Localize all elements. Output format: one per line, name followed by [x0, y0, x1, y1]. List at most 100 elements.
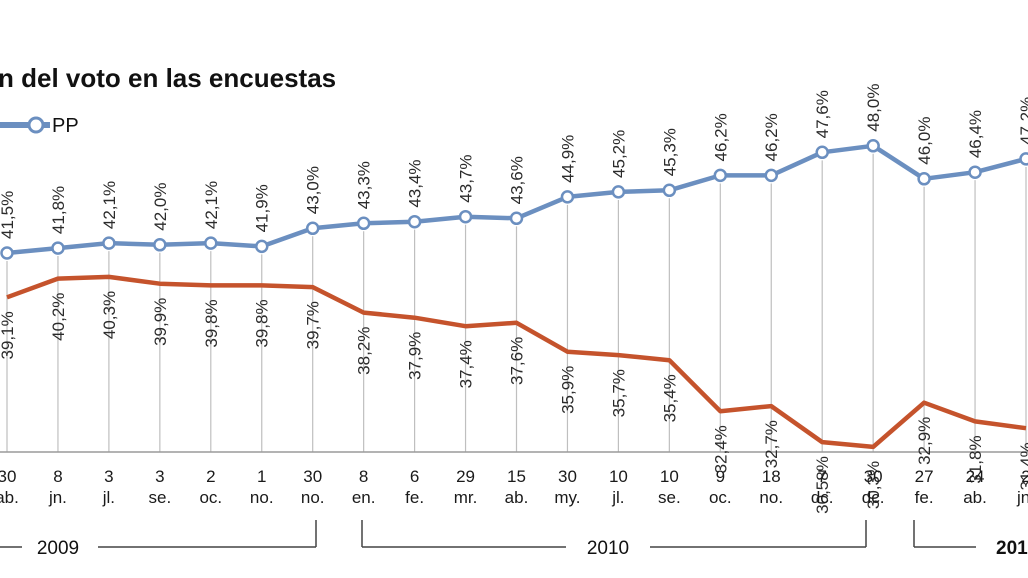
- data-label-second: 38,2%: [355, 327, 374, 375]
- data-label-pp: 45,2%: [609, 130, 628, 178]
- data-label-pp: 46,0%: [915, 117, 934, 165]
- point-pp: [611, 185, 626, 199]
- data-label-pp: 48,0%: [864, 84, 883, 132]
- tick-label-day: 2: [206, 467, 215, 486]
- tick-label-day: 30: [303, 467, 322, 486]
- point-pp: [866, 139, 880, 153]
- data-label-second: 39,8%: [253, 299, 272, 347]
- data-label-second: 32,7%: [762, 420, 781, 468]
- tick-label-day: 3: [155, 467, 164, 486]
- tick-label-day: 30: [0, 467, 16, 486]
- tick-label-day: 18: [762, 467, 781, 486]
- point-pp: [51, 241, 65, 255]
- data-label-pp: 42,1%: [100, 181, 119, 229]
- data-label-second: 30,3%: [864, 461, 883, 509]
- point-pp: [0, 246, 14, 260]
- year-label: 201: [996, 538, 1028, 559]
- year-bracket: 2010: [361, 520, 867, 559]
- year-label: 2010: [587, 538, 629, 559]
- year-bracket: 2009: [0, 520, 317, 559]
- point-pp: [560, 190, 575, 204]
- data-label-pp: 41,8%: [49, 186, 68, 234]
- tick-label-day: 2: [1021, 467, 1028, 486]
- point-pp: [102, 236, 116, 250]
- data-label-second: 37,9%: [406, 332, 425, 380]
- series-group: 41,5% 41,8% 42,1% 42,0% 42,1% 41,9% 43,0% 43,3%…: [0, 84, 1028, 514]
- tick-label-month: my.: [554, 488, 580, 507]
- year-bracket: 201: [913, 520, 1028, 559]
- point-pp: [917, 172, 931, 186]
- data-label-pp: 43,3%: [355, 161, 374, 209]
- point-pp: [356, 216, 371, 231]
- point-pp: [1019, 152, 1028, 166]
- data-label-pp: 46,2%: [711, 113, 730, 161]
- tick-label-day: 9: [716, 467, 725, 486]
- data-label-pp: 47,6%: [813, 90, 832, 138]
- tick-label-month: oc.: [199, 488, 222, 507]
- tick-label-day: 24: [966, 467, 985, 486]
- data-label-second: 39,7%: [304, 301, 323, 349]
- tick-label-day: 8: [53, 467, 62, 486]
- data-label-second: 31,8%: [966, 435, 985, 483]
- data-label-second: 37,6%: [508, 337, 527, 385]
- tick-label-day: 30: [864, 467, 883, 486]
- year-label: 2009: [37, 538, 79, 559]
- point-pp: [407, 214, 422, 229]
- point-pp: [968, 165, 982, 179]
- legend-marker-pp: [27, 116, 45, 134]
- tick-label-day: 8: [359, 467, 368, 486]
- point-pp: [815, 145, 829, 160]
- tick-label-month: dc.: [811, 488, 834, 507]
- data-label-second: 30,58%: [813, 456, 832, 514]
- tick-label-month: se.: [658, 488, 681, 507]
- tick-label-day: 15: [507, 467, 526, 486]
- point-pp: [204, 236, 218, 250]
- tick-label-month: en.: [352, 488, 376, 507]
- data-label-pp: 43,0%: [304, 166, 323, 214]
- series-line-second: [6, 274, 1027, 450]
- point-pp: [713, 168, 728, 183]
- point-pp: [255, 239, 269, 254]
- data-label-second: 35,4%: [660, 374, 679, 422]
- tick-label-day: 27: [915, 467, 934, 486]
- tick-label-month: jn.: [1016, 488, 1028, 507]
- data-label-second: 32,9%: [915, 417, 934, 465]
- point-pp: [509, 211, 524, 226]
- point-pp: [458, 209, 473, 224]
- data-label-pp: 42,0%: [151, 183, 170, 231]
- point-pp: [153, 238, 167, 252]
- tick-label-month: oc.: [709, 488, 732, 507]
- tick-label-month: no.: [759, 488, 783, 507]
- data-label-second: 39,1%: [0, 311, 17, 359]
- data-label-second: 39,9%: [151, 298, 170, 346]
- data-label-second: 35,7%: [609, 369, 628, 417]
- data-label-pp: 43,7%: [457, 154, 476, 202]
- data-label-second: 37,4%: [457, 340, 476, 388]
- tick-label-month: fe.: [405, 488, 424, 507]
- tick-label-month: dc.: [862, 488, 885, 507]
- tick-label-month: fe.: [915, 488, 934, 507]
- data-label-pp: 43,6%: [508, 156, 527, 204]
- data-label-pp: 46,4%: [966, 110, 985, 158]
- legend: PP: [0, 115, 79, 137]
- tick-label-month: no.: [301, 488, 325, 507]
- tick-label-month: se.: [149, 488, 172, 507]
- tick-label-month: mr.: [454, 488, 478, 507]
- tick-label-day: 7: [817, 467, 826, 486]
- data-label-pp: 42,1%: [202, 181, 221, 229]
- data-label-second: 40,2%: [49, 293, 68, 341]
- tick-label-day: 10: [609, 467, 628, 486]
- data-label-pp: 45,3%: [660, 128, 679, 176]
- point-pp: [305, 221, 320, 236]
- data-label-second: 39,8%: [202, 299, 221, 347]
- data-label-pp: 46,2%: [762, 113, 781, 161]
- data-label-second: 35,9%: [558, 366, 577, 414]
- data-label-pp: 43,4%: [406, 159, 425, 207]
- tick-label-month: ab.: [963, 488, 987, 507]
- chart-title: n del voto en las encuestas: [0, 63, 336, 93]
- tick-label-month: ab.: [505, 488, 529, 507]
- data-label-pp: 47,2%: [1017, 97, 1028, 145]
- point-pp: [764, 168, 778, 183]
- data-label-second: 40,3%: [100, 291, 119, 339]
- tick-label-month: jl.: [102, 488, 115, 507]
